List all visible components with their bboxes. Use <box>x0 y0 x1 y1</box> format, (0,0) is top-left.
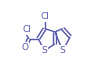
Text: S: S <box>42 46 48 55</box>
Text: S: S <box>60 46 66 55</box>
Text: O: O <box>21 43 28 52</box>
Text: Cl: Cl <box>23 25 32 34</box>
Text: Cl: Cl <box>40 12 49 21</box>
